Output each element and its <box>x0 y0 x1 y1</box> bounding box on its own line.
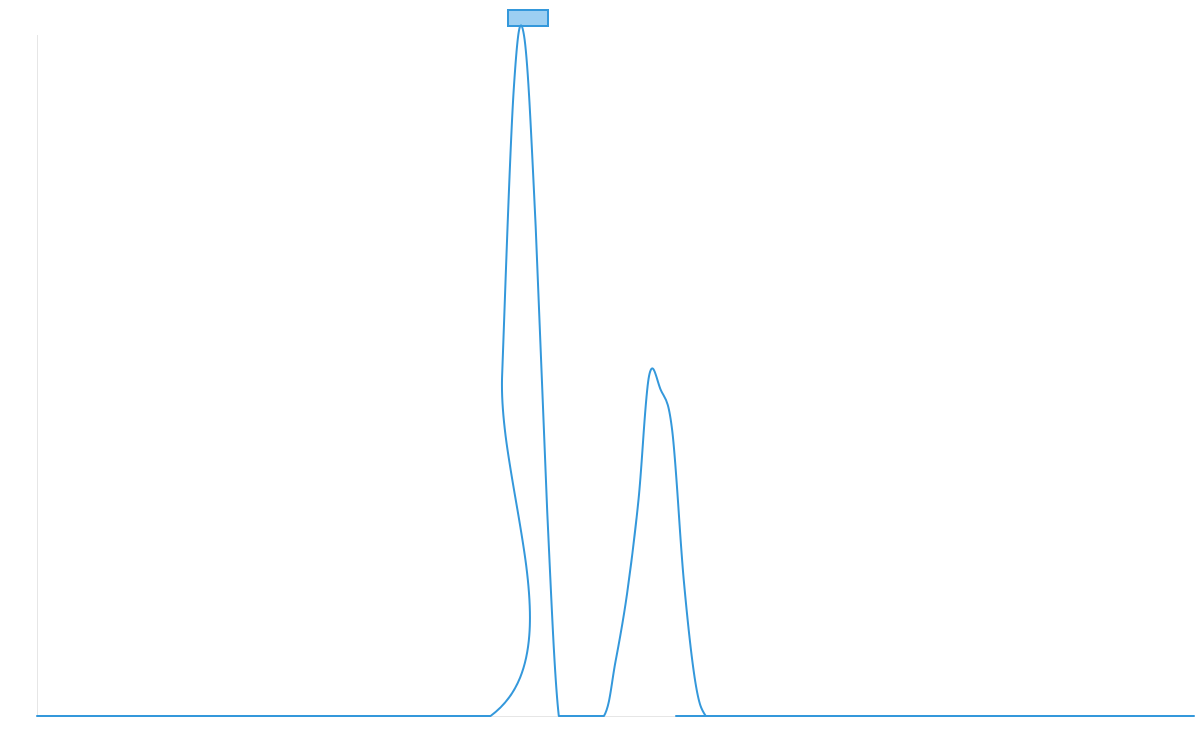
legend-swatch[interactable] <box>507 9 549 27</box>
series-line-0 <box>36 24 1195 718</box>
